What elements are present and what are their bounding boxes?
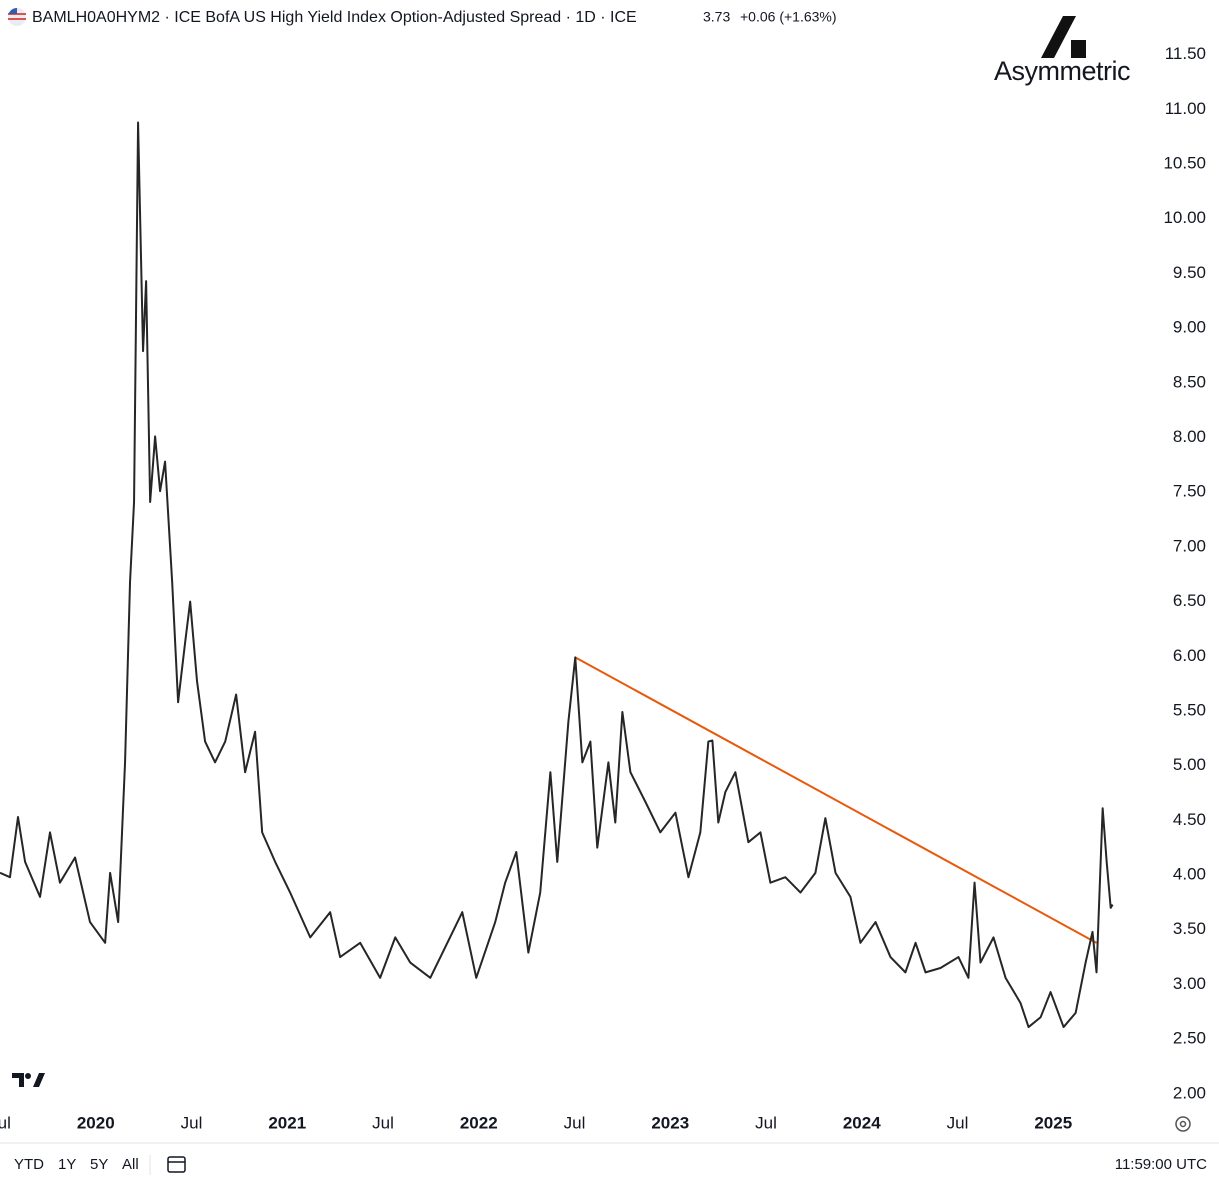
logo-text: Asymmetric: [994, 56, 1130, 86]
y-tick-label: 3.00: [1173, 974, 1206, 993]
range-button[interactable]: 5Y: [90, 1156, 108, 1173]
y-tick-label: 10.00: [1163, 208, 1206, 227]
y-tick-label: 7.00: [1173, 536, 1206, 555]
tv-logo: [12, 1073, 45, 1087]
y-tick-label: 4.00: [1173, 865, 1206, 884]
last-price: 3.73: [703, 9, 730, 25]
price-line: [0, 121, 1114, 1029]
logo-mark: [1041, 16, 1086, 58]
y-tick-label: 3.50: [1173, 919, 1206, 938]
settings-icon[interactable]: [1175, 1116, 1191, 1132]
clock: 11:59:00 UTC: [1115, 1156, 1207, 1173]
y-tick-label: 4.50: [1173, 810, 1206, 829]
range-button[interactable]: 1Y: [58, 1156, 76, 1173]
flag-icon: [8, 7, 26, 26]
x-tick-label: Jul: [372, 1113, 394, 1132]
y-tick-label: 8.50: [1173, 372, 1206, 391]
x-tick-label: Jul: [947, 1113, 969, 1132]
y-tick-label: 10.50: [1163, 154, 1206, 173]
x-tick-label: Jul: [181, 1113, 203, 1132]
x-tick-label: 2022: [460, 1113, 498, 1132]
x-tick-label: 2025: [1034, 1113, 1072, 1132]
y-tick-label: 5.00: [1173, 755, 1206, 774]
y-tick-label: 8.00: [1173, 427, 1206, 446]
range-buttons: YTD 1Y 5Y All: [14, 1156, 139, 1173]
x-tick-label: Jul: [755, 1113, 777, 1132]
y-tick-label: 5.50: [1173, 700, 1206, 719]
y-tick-label: 11.50: [1165, 44, 1206, 63]
x-tick-label: Jul: [564, 1113, 586, 1132]
x-tick-label: 2021: [268, 1113, 306, 1132]
y-tick-label: 11.00: [1165, 99, 1206, 118]
y-tick-label: 2.50: [1173, 1029, 1206, 1048]
x-tick-label: 2023: [651, 1113, 689, 1132]
y-tick-label: 6.00: [1173, 646, 1206, 665]
range-button[interactable]: YTD: [14, 1156, 44, 1173]
range-button[interactable]: All: [122, 1156, 139, 1173]
y-tick-label: 2.00: [1173, 1083, 1206, 1102]
y-tick-label: 6.50: [1173, 591, 1206, 610]
x-tick-label: 2020: [77, 1113, 115, 1132]
y-tick-label: 7.50: [1173, 482, 1206, 501]
calendar-icon[interactable]: [167, 1156, 186, 1173]
price-change: +0.06 (+1.63%): [740, 9, 837, 25]
x-tick-label: Jul: [0, 1113, 11, 1132]
symbol-title: BAMLH0A0HYM2 · ICE BofA US High Yield In…: [32, 9, 637, 26]
y-tick-label: 9.50: [1173, 263, 1206, 282]
trend-line: [574, 656, 1098, 944]
y-tick-label: 9.00: [1173, 318, 1206, 337]
x-tick-label: 2024: [843, 1113, 881, 1132]
